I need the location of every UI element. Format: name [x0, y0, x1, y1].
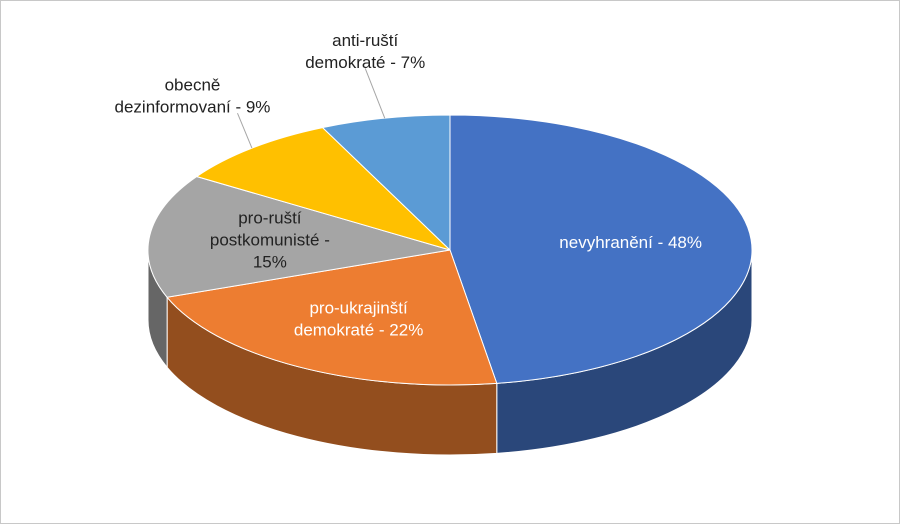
pie-slice: [449, 114, 753, 384]
data-label: pro-ruští: [238, 209, 302, 228]
data-label: demokraté - 22%: [294, 320, 423, 339]
pie-tops: [147, 114, 753, 386]
leader-line: [237, 112, 253, 149]
data-label: postkomunisté -: [210, 231, 330, 250]
data-label: nevyhranění - 48%: [559, 233, 702, 252]
leader-line: [364, 68, 386, 119]
pie-labels: nevyhranění - 48% pro-ukrajinští demokraté…: [115, 31, 702, 340]
data-label: 15%: [253, 253, 287, 272]
data-label: obecně: [165, 76, 221, 95]
data-label: pro-ukrajinští: [309, 298, 408, 317]
data-label: dezinformovaní - 9%: [115, 98, 271, 117]
data-label: demokraté - 7%: [305, 53, 425, 72]
pie-slice: [147, 175, 451, 298]
data-label: anti-ruští: [332, 31, 398, 50]
